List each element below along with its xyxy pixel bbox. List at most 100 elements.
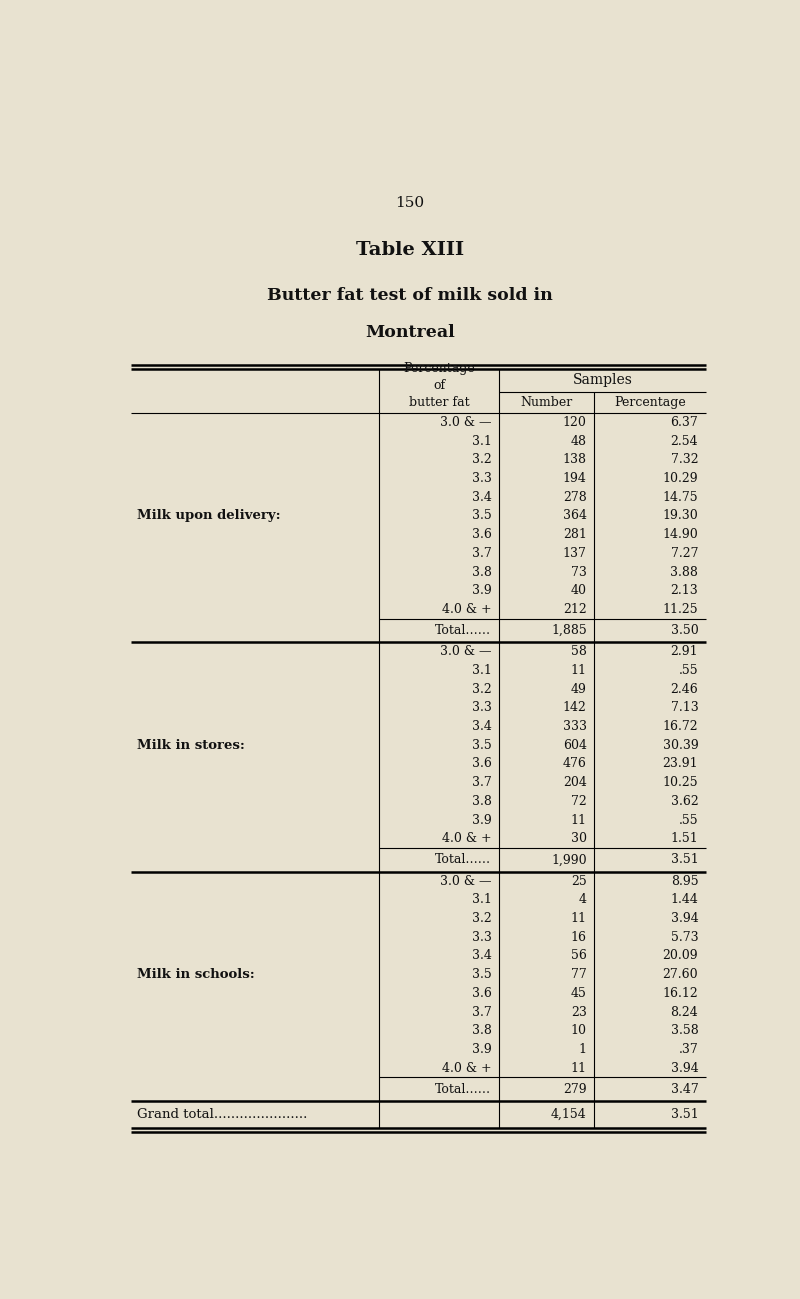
Text: 3.88: 3.88 <box>670 565 698 578</box>
Text: 150: 150 <box>395 196 425 210</box>
Text: 137: 137 <box>563 547 586 560</box>
Text: 1.51: 1.51 <box>670 833 698 846</box>
Text: 4.0 & +: 4.0 & + <box>442 833 491 846</box>
Text: 3.4: 3.4 <box>471 720 491 733</box>
Text: 25: 25 <box>571 874 586 887</box>
Text: 45: 45 <box>571 987 586 1000</box>
Text: 4,154: 4,154 <box>551 1108 586 1121</box>
Text: 19.30: 19.30 <box>662 509 698 522</box>
Text: 14.90: 14.90 <box>662 529 698 542</box>
Text: 3.2: 3.2 <box>472 453 491 466</box>
Text: 212: 212 <box>563 603 586 616</box>
Text: 4.0 & +: 4.0 & + <box>442 603 491 616</box>
Text: 11: 11 <box>570 1061 586 1074</box>
Text: Montreal: Montreal <box>365 323 455 340</box>
Text: 604: 604 <box>562 739 586 752</box>
Text: 2.13: 2.13 <box>670 585 698 598</box>
Text: 3.3: 3.3 <box>471 472 491 485</box>
Text: Butter fat test of milk sold in: Butter fat test of milk sold in <box>267 287 553 304</box>
Text: 23.91: 23.91 <box>662 757 698 770</box>
Text: 3.9: 3.9 <box>472 585 491 598</box>
Text: 5.73: 5.73 <box>670 930 698 943</box>
Text: Grand total......................: Grand total...................... <box>138 1108 307 1121</box>
Text: 16.72: 16.72 <box>662 720 698 733</box>
Text: 3.1: 3.1 <box>471 894 491 907</box>
Text: 3.7: 3.7 <box>472 777 491 790</box>
Text: 14.75: 14.75 <box>662 491 698 504</box>
Text: .37: .37 <box>678 1043 698 1056</box>
Text: 1.44: 1.44 <box>670 894 698 907</box>
Text: Percentage
of
butter fat: Percentage of butter fat <box>403 362 475 409</box>
Text: Number: Number <box>521 396 573 409</box>
Text: 11: 11 <box>570 813 586 826</box>
Text: 2.54: 2.54 <box>670 435 698 448</box>
Text: 120: 120 <box>563 416 586 429</box>
Text: 3.2: 3.2 <box>472 683 491 696</box>
Text: 3.50: 3.50 <box>670 624 698 637</box>
Text: 3.6: 3.6 <box>471 987 491 1000</box>
Text: 7.13: 7.13 <box>670 701 698 714</box>
Text: 278: 278 <box>563 491 586 504</box>
Text: 2.91: 2.91 <box>670 646 698 659</box>
Text: 3.4: 3.4 <box>471 491 491 504</box>
Text: 138: 138 <box>562 453 586 466</box>
Text: 3.8: 3.8 <box>471 795 491 808</box>
Text: 1,990: 1,990 <box>551 853 586 866</box>
Text: 49: 49 <box>571 683 586 696</box>
Text: 16.12: 16.12 <box>662 987 698 1000</box>
Text: Total……: Total…… <box>435 624 491 637</box>
Text: 333: 333 <box>562 720 586 733</box>
Text: 3.9: 3.9 <box>472 813 491 826</box>
Text: 3.3: 3.3 <box>471 930 491 943</box>
Text: 3.9: 3.9 <box>472 1043 491 1056</box>
Text: Table XIII: Table XIII <box>356 240 464 259</box>
Text: 3.0 & —: 3.0 & — <box>440 646 491 659</box>
Text: 2.46: 2.46 <box>670 683 698 696</box>
Text: 40: 40 <box>570 585 586 598</box>
Text: Percentage: Percentage <box>614 396 686 409</box>
Text: 3.58: 3.58 <box>670 1024 698 1037</box>
Text: 3.51: 3.51 <box>670 853 698 866</box>
Text: 4.0 & +: 4.0 & + <box>442 1061 491 1074</box>
Text: 3.51: 3.51 <box>670 1108 698 1121</box>
Text: 16: 16 <box>570 930 586 943</box>
Text: 11: 11 <box>570 664 586 677</box>
Text: 3.5: 3.5 <box>472 509 491 522</box>
Text: 3.94: 3.94 <box>670 912 698 925</box>
Text: 3.8: 3.8 <box>471 1024 491 1037</box>
Text: 364: 364 <box>562 509 586 522</box>
Text: 1: 1 <box>578 1043 586 1056</box>
Text: 194: 194 <box>563 472 586 485</box>
Text: 11: 11 <box>570 912 586 925</box>
Text: 3.6: 3.6 <box>471 757 491 770</box>
Text: 11.25: 11.25 <box>662 603 698 616</box>
Text: 7.27: 7.27 <box>671 547 698 560</box>
Text: 3.5: 3.5 <box>472 968 491 981</box>
Text: 20.09: 20.09 <box>662 950 698 963</box>
Text: 3.3: 3.3 <box>471 701 491 714</box>
Text: 10.25: 10.25 <box>662 777 698 790</box>
Text: 3.6: 3.6 <box>471 529 491 542</box>
Text: 7.32: 7.32 <box>670 453 698 466</box>
Text: 27.60: 27.60 <box>662 968 698 981</box>
Text: 3.0 & —: 3.0 & — <box>440 874 491 887</box>
Text: Milk in schools:: Milk in schools: <box>138 968 255 981</box>
Text: 3.5: 3.5 <box>472 739 491 752</box>
Text: Total……: Total…… <box>435 853 491 866</box>
Text: Samples: Samples <box>573 373 633 387</box>
Text: 23: 23 <box>571 1005 586 1018</box>
Text: 8.24: 8.24 <box>670 1005 698 1018</box>
Text: 10.29: 10.29 <box>662 472 698 485</box>
Text: 3.1: 3.1 <box>471 435 491 448</box>
Text: 6.37: 6.37 <box>670 416 698 429</box>
Text: 3.1: 3.1 <box>471 664 491 677</box>
Text: 1,885: 1,885 <box>551 624 586 637</box>
Text: 3.2: 3.2 <box>472 912 491 925</box>
Text: 204: 204 <box>563 777 586 790</box>
Text: 3.94: 3.94 <box>670 1061 698 1074</box>
Text: .55: .55 <box>678 664 698 677</box>
Text: 4: 4 <box>578 894 586 907</box>
Text: 476: 476 <box>563 757 586 770</box>
Text: 30.39: 30.39 <box>662 739 698 752</box>
Text: .55: .55 <box>678 813 698 826</box>
